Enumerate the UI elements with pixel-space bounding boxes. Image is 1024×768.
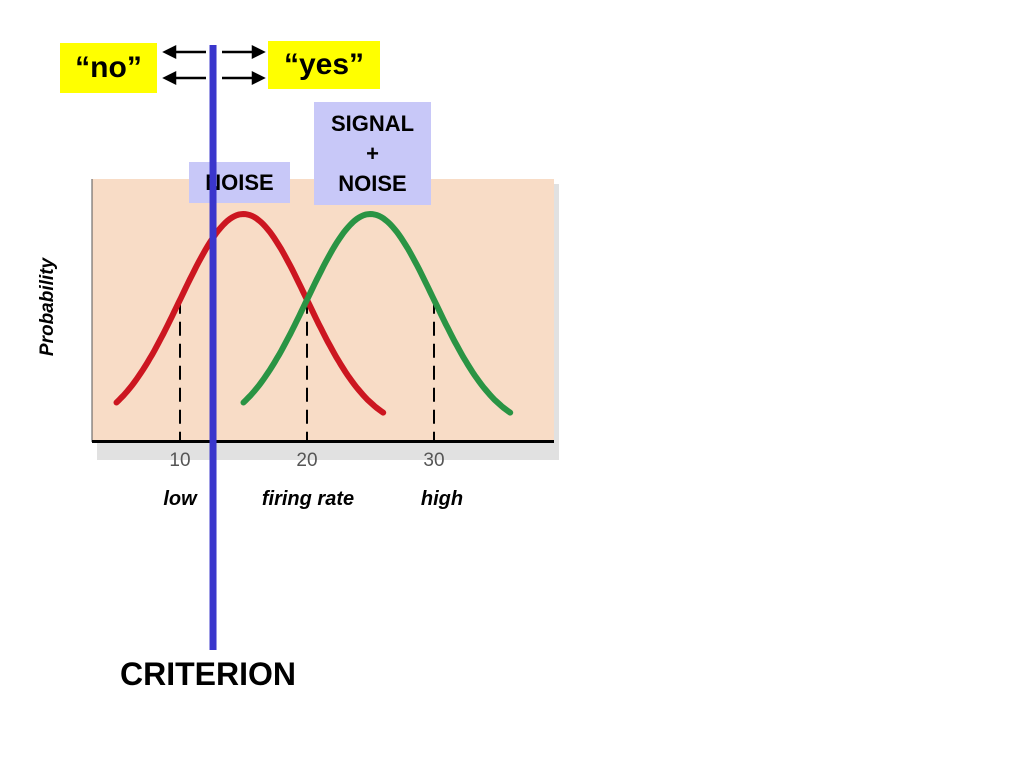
- criterion-label: CRITERION: [120, 656, 296, 692]
- right-arrow-icon: [251, 44, 266, 60]
- y-axis-label: Probability: [37, 257, 58, 357]
- curve-signal-noise: [240, 210, 514, 416]
- signal-label-line-1: SIGNAL: [330, 110, 415, 136]
- no-response-box: “no”: [60, 43, 157, 93]
- axis-firing-rate-label: firing rate: [261, 488, 355, 510]
- response-arrows: [162, 44, 266, 86]
- signal-label-line-3: NOISE: [338, 170, 407, 196]
- dashed-markers: [179, 299, 435, 441]
- right-arrow-icon: [251, 70, 266, 86]
- left-arrow-icon: [162, 70, 177, 86]
- yes-response-box: “yes”: [268, 41, 380, 89]
- x-tick-30: 30: [423, 450, 445, 471]
- axis-low-label: low: [163, 488, 197, 510]
- left-arrow-icon: [162, 44, 177, 60]
- signal-label-line-2: +: [366, 140, 379, 166]
- noise-label-box: NOISE: [189, 162, 290, 203]
- curve-noise: [113, 210, 387, 416]
- x-tick-20: 20: [296, 450, 318, 471]
- x-tick-10: 10: [169, 450, 191, 471]
- distribution-curves: [113, 210, 514, 416]
- chart-panel: [92, 179, 554, 442]
- signal-noise-label-box: SIGNAL + NOISE: [314, 102, 431, 205]
- axis-high-label: high: [420, 488, 464, 510]
